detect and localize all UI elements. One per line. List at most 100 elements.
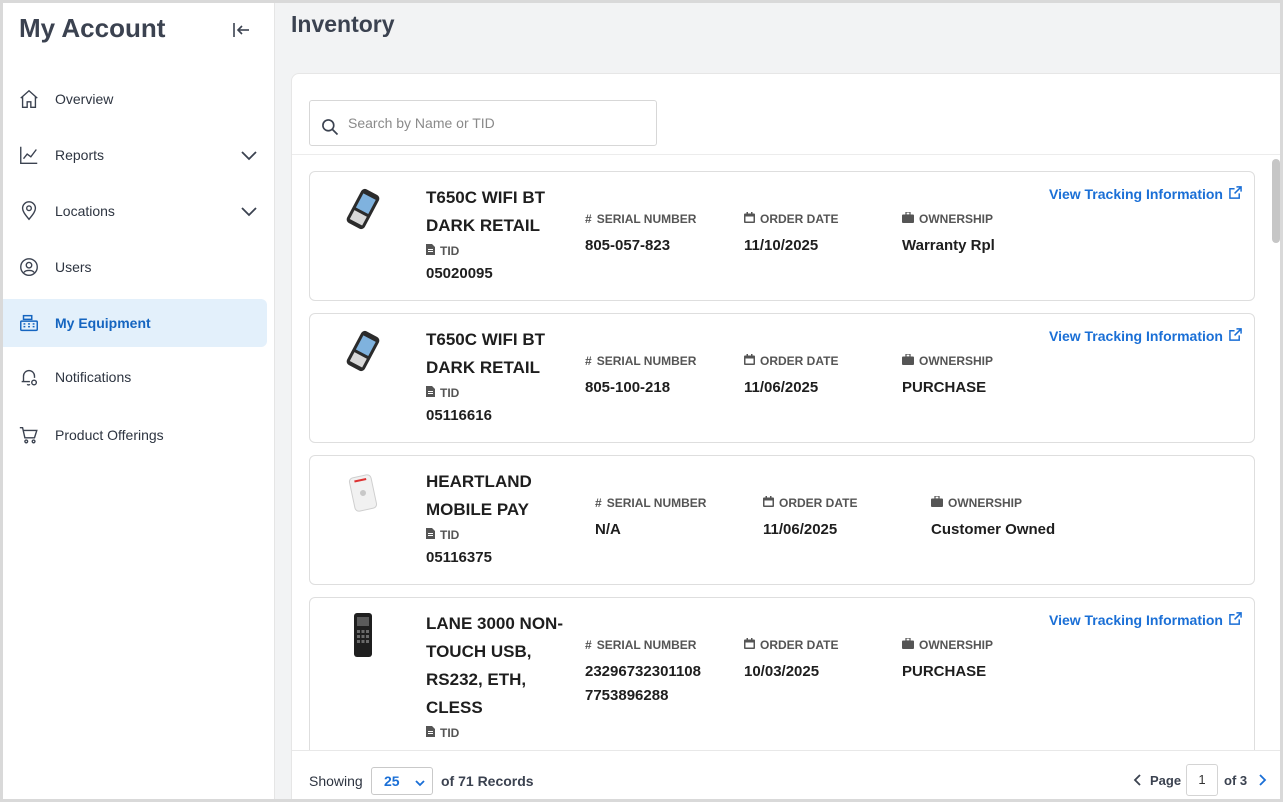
tid-label: TID bbox=[426, 384, 566, 402]
serial-label: # SERIAL NUMBER bbox=[595, 496, 707, 510]
chevron-down-icon[interactable] bbox=[237, 199, 261, 223]
view-tracking-link[interactable]: View Tracking Information bbox=[1049, 186, 1242, 202]
briefcase-icon bbox=[931, 495, 943, 510]
chevron-down-icon[interactable] bbox=[237, 143, 261, 167]
ownership-value: Customer Owned bbox=[931, 521, 1056, 538]
ownership-value: Warranty Rpl bbox=[902, 237, 995, 254]
external-link-icon bbox=[1229, 612, 1242, 628]
page-size-select[interactable]: 25 bbox=[371, 767, 433, 795]
sidebar-item-users[interactable]: Users bbox=[3, 243, 267, 291]
equipment-card: LANE 3000 NON-TOUCH USB, RS232, ETH, CLE… bbox=[309, 597, 1255, 750]
sidebar-item-reports[interactable]: Reports bbox=[3, 131, 267, 179]
ownership-field: OWNERSHIP PURCHASE bbox=[902, 353, 993, 400]
sidebar-item-notifications[interactable]: Notifications bbox=[3, 353, 267, 401]
equipment-card: HEARTLAND MOBILE PAY TID 05116375 # SERIA… bbox=[309, 455, 1255, 585]
order-date-field: ORDER DATE 11/06/2025 bbox=[744, 354, 838, 400]
tid-value: 05020095 bbox=[426, 265, 493, 282]
sidebar-item-locations[interactable]: Locations bbox=[3, 187, 267, 235]
scrollbar-thumb[interactable] bbox=[1272, 159, 1280, 243]
calendar-icon bbox=[744, 354, 755, 368]
prev-page-icon[interactable] bbox=[1130, 772, 1146, 788]
calendar-icon bbox=[744, 638, 755, 652]
calendar-icon bbox=[744, 212, 755, 226]
sidebar-item-label: Users bbox=[55, 259, 92, 275]
ownership-field: OWNERSHIP Customer Owned bbox=[931, 495, 1056, 542]
ownership-label: OWNERSHIP bbox=[902, 211, 995, 226]
total-pages: of 3 bbox=[1224, 772, 1248, 788]
sidebar: My Account Overview Reports Locations bbox=[3, 3, 275, 799]
product-name-block: LANE 3000 NON-TOUCH USB, RS232, ETH, CLE… bbox=[426, 610, 566, 742]
divider bbox=[292, 154, 1280, 155]
external-link-icon bbox=[1229, 186, 1242, 202]
briefcase-icon bbox=[902, 211, 914, 226]
product-name: HEARTLAND MOBILE PAY bbox=[426, 472, 532, 519]
view-tracking-link[interactable]: View Tracking Information bbox=[1049, 612, 1242, 628]
scrollbar[interactable] bbox=[1270, 155, 1280, 750]
document-icon bbox=[426, 526, 435, 544]
bell-gear-icon bbox=[17, 365, 41, 389]
cash-register-icon bbox=[17, 311, 41, 335]
hash-icon: # bbox=[585, 354, 592, 368]
tid-value: 05116375 bbox=[426, 549, 492, 566]
map-pin-icon bbox=[17, 199, 41, 223]
search-input[interactable] bbox=[348, 101, 648, 145]
product-name: T650C WIFI BT DARK RETAIL bbox=[426, 188, 546, 235]
sidebar-title: My Account bbox=[19, 13, 166, 43]
ownership-label: OWNERSHIP bbox=[931, 495, 1055, 510]
order-date-value: 11/06/2025 bbox=[744, 379, 819, 396]
serial-field: # SERIAL NUMBER 805-057-823 bbox=[585, 212, 696, 258]
terminal-image bbox=[338, 184, 388, 234]
serial-value: 23296732301108 7753896288 bbox=[585, 663, 701, 704]
home-icon bbox=[17, 87, 41, 111]
sidebar-item-overview[interactable]: Overview bbox=[3, 75, 267, 123]
equipment-card: T650C WIFI BT DARK RETAIL TID 05020095 #… bbox=[309, 171, 1255, 301]
page-number-input[interactable]: 1 bbox=[1186, 764, 1218, 796]
tid-value: 05116616 bbox=[426, 407, 492, 424]
order-date-field: ORDER DATE 11/06/2025 bbox=[763, 496, 857, 542]
equipment-card: T650C WIFI BT DARK RETAIL TID 05116616 #… bbox=[309, 313, 1255, 443]
ownership-label: OWNERSHIP bbox=[902, 637, 993, 652]
tid-label: TID bbox=[426, 242, 566, 260]
ownership-label: OWNERSHIP bbox=[902, 353, 993, 368]
next-page-icon[interactable] bbox=[1254, 772, 1270, 788]
order-date-value: 10/03/2025 bbox=[744, 663, 820, 680]
sidebar-item-label: My Equipment bbox=[55, 315, 151, 331]
inventory-list: T650C WIFI BT DARK RETAIL TID 05020095 #… bbox=[292, 155, 1280, 750]
sidebar-item-product-offerings[interactable]: Product Offerings bbox=[3, 411, 267, 459]
user-circle-icon bbox=[17, 255, 41, 279]
briefcase-icon bbox=[902, 353, 914, 368]
pagination-footer: Showing 25 of 71 Records Page 1 of 3 bbox=[292, 750, 1280, 799]
serial-value: N/A bbox=[595, 521, 621, 538]
ownership-field: OWNERSHIP Warranty Rpl bbox=[902, 211, 995, 258]
serial-field: # SERIAL NUMBER N/A bbox=[595, 496, 706, 542]
view-tracking-link[interactable]: View Tracking Information bbox=[1049, 328, 1242, 344]
sidebar-item-my-equipment[interactable]: My Equipment bbox=[3, 299, 267, 347]
chevron-down-icon bbox=[414, 776, 426, 788]
collapse-sidebar-icon[interactable] bbox=[229, 18, 253, 42]
mobile-reader-image bbox=[338, 468, 388, 518]
document-icon bbox=[426, 724, 435, 742]
product-name-block: T650C WIFI BT DARK RETAIL TID 05020095 bbox=[426, 184, 566, 288]
order-date-value: 11/06/2025 bbox=[763, 521, 838, 538]
product-name: T650C WIFI BT DARK RETAIL bbox=[426, 330, 546, 377]
tid-label: TID bbox=[426, 724, 566, 742]
pinpad-image bbox=[338, 610, 388, 660]
cart-icon bbox=[17, 423, 41, 447]
order-date-field: ORDER DATE 10/03/2025 bbox=[744, 638, 838, 684]
page-title: Inventory bbox=[291, 11, 395, 37]
order-date-label: ORDER DATE bbox=[763, 496, 857, 510]
sidebar-item-label: Locations bbox=[55, 203, 115, 219]
ownership-value: PURCHASE bbox=[902, 663, 987, 680]
sidebar-item-label: Overview bbox=[55, 91, 114, 107]
serial-label: # SERIAL NUMBER bbox=[585, 212, 697, 226]
order-date-field: ORDER DATE 11/10/2025 bbox=[744, 212, 838, 258]
serial-value: 805-100-218 bbox=[585, 379, 671, 396]
order-date-label: ORDER DATE bbox=[744, 212, 838, 226]
hash-icon: # bbox=[595, 496, 602, 510]
sidebar-item-label: Product Offerings bbox=[55, 427, 164, 443]
serial-field: # SERIAL NUMBER 23296732301108 7753896288 bbox=[585, 638, 725, 708]
page-size-value: 25 bbox=[384, 773, 400, 789]
search-icon bbox=[320, 117, 340, 137]
tid-label: TID bbox=[426, 526, 566, 544]
